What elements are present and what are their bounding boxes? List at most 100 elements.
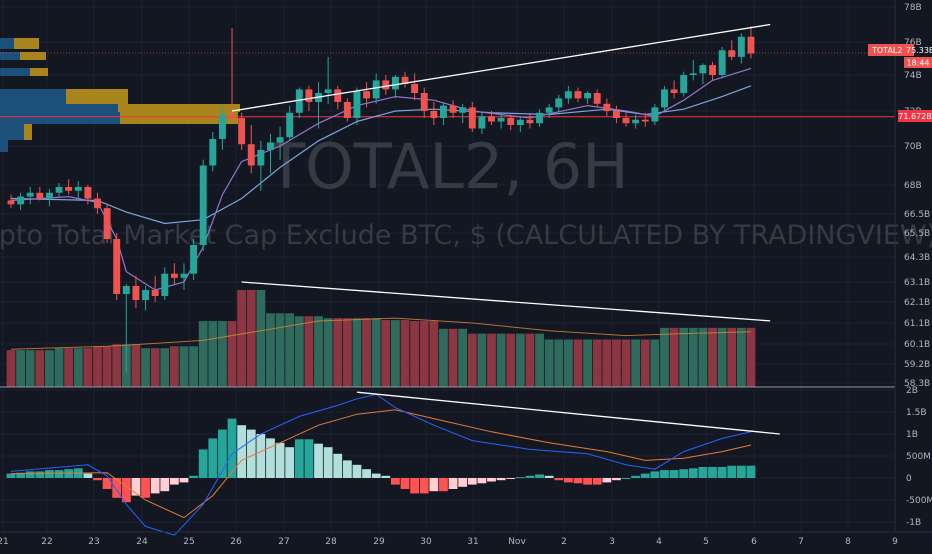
volume-bar <box>102 346 112 387</box>
candle[interactable] <box>151 290 159 296</box>
candle[interactable] <box>286 112 294 138</box>
candle[interactable] <box>55 186 63 193</box>
candle[interactable] <box>737 36 745 57</box>
candle[interactable] <box>439 105 447 118</box>
candle[interactable] <box>709 65 716 75</box>
candle[interactable] <box>536 112 544 124</box>
candle[interactable] <box>728 50 736 57</box>
candle[interactable] <box>257 149 265 166</box>
candle[interactable] <box>641 119 649 122</box>
candle[interactable] <box>238 118 246 145</box>
candle[interactable] <box>699 65 707 74</box>
candle[interactable] <box>363 91 371 99</box>
candle[interactable] <box>564 91 572 99</box>
candle[interactable] <box>132 286 140 300</box>
candle[interactable] <box>420 93 428 111</box>
candle[interactable] <box>26 192 34 197</box>
candle[interactable] <box>122 286 130 294</box>
macd-trendline[interactable] <box>356 391 780 435</box>
candle[interactable] <box>401 76 409 84</box>
candle[interactable] <box>190 245 198 274</box>
macd-axis[interactable]: 2B 1.5B 1B 500M 0 -500M -1B <box>906 386 932 528</box>
candle[interactable] <box>113 239 121 294</box>
candle[interactable] <box>228 114 236 119</box>
candle[interactable] <box>324 89 332 93</box>
candle[interactable] <box>276 137 284 143</box>
candle[interactable] <box>247 144 255 166</box>
candle[interactable] <box>142 290 149 300</box>
candle[interactable] <box>661 89 668 108</box>
candle[interactable] <box>161 273 169 296</box>
candle[interactable] <box>45 192 53 199</box>
candle[interactable] <box>74 186 82 191</box>
candle[interactable] <box>411 84 419 93</box>
candle[interactable] <box>459 107 467 113</box>
candle[interactable] <box>584 93 592 99</box>
candle[interactable] <box>593 93 601 104</box>
candle[interactable] <box>603 103 611 111</box>
candle[interactable] <box>267 142 274 150</box>
candle[interactable] <box>36 192 44 199</box>
candle[interactable] <box>689 73 697 75</box>
candle[interactable] <box>612 111 620 118</box>
macd-histogram-bar <box>169 478 179 485</box>
time-axis[interactable]: 21 22 23 24 25 26 27 28 29 30 31 Nov 2 3 4 5 6 7 8 9 <box>0 537 898 547</box>
macd-histogram-bar <box>45 470 54 478</box>
volume-bar <box>83 348 93 387</box>
candle[interactable] <box>680 75 688 93</box>
candle[interactable] <box>391 76 399 90</box>
candle[interactable] <box>545 107 553 113</box>
candle[interactable] <box>17 196 25 205</box>
macd-histogram-bar <box>371 473 381 478</box>
candle[interactable] <box>84 186 92 199</box>
volume-bar <box>506 333 516 387</box>
candle[interactable] <box>747 36 755 54</box>
candle[interactable] <box>632 119 640 124</box>
countdown-value: 18:44 <box>906 59 929 68</box>
volume-bar <box>35 350 45 387</box>
candle[interactable] <box>65 186 73 191</box>
macd-histogram-bar <box>650 471 660 478</box>
candle[interactable] <box>497 118 505 122</box>
price-trendline[interactable] <box>231 23 771 112</box>
candle[interactable] <box>295 89 303 113</box>
candle[interactable] <box>170 273 178 278</box>
candle[interactable] <box>103 208 111 239</box>
candle[interactable] <box>555 98 563 108</box>
candle[interactable] <box>478 116 486 129</box>
candle[interactable] <box>209 139 217 166</box>
volume-trendline[interactable] <box>241 281 771 322</box>
candle[interactable] <box>343 102 351 118</box>
candle[interactable] <box>516 119 524 125</box>
candle[interactable] <box>526 119 534 124</box>
candle[interactable] <box>622 118 630 124</box>
candle[interactable] <box>468 107 476 129</box>
price-pane <box>0 23 895 373</box>
price-axis-label: 63.1B <box>904 278 930 288</box>
candle[interactable] <box>651 107 659 122</box>
candle[interactable] <box>488 116 495 122</box>
candle[interactable] <box>180 273 188 278</box>
candle[interactable] <box>449 105 457 113</box>
candle[interactable] <box>507 118 515 125</box>
volume-bar <box>342 318 352 387</box>
candle[interactable] <box>334 89 342 102</box>
candle[interactable] <box>305 89 313 102</box>
candle[interactable] <box>218 114 226 140</box>
candle[interactable] <box>670 89 678 93</box>
candle[interactable] <box>430 111 438 118</box>
candle[interactable] <box>382 80 390 90</box>
candle[interactable] <box>574 91 582 99</box>
candle[interactable] <box>199 165 207 246</box>
macd-histogram-bar <box>458 478 468 487</box>
macd-axis-label: -500M <box>906 496 932 506</box>
candle[interactable] <box>372 80 380 99</box>
macd-line <box>10 393 752 536</box>
candle[interactable] <box>94 198 101 209</box>
candle[interactable] <box>718 50 726 75</box>
macd-histogram-bar <box>525 475 535 478</box>
candle[interactable] <box>7 200 15 205</box>
candle[interactable] <box>353 91 361 118</box>
